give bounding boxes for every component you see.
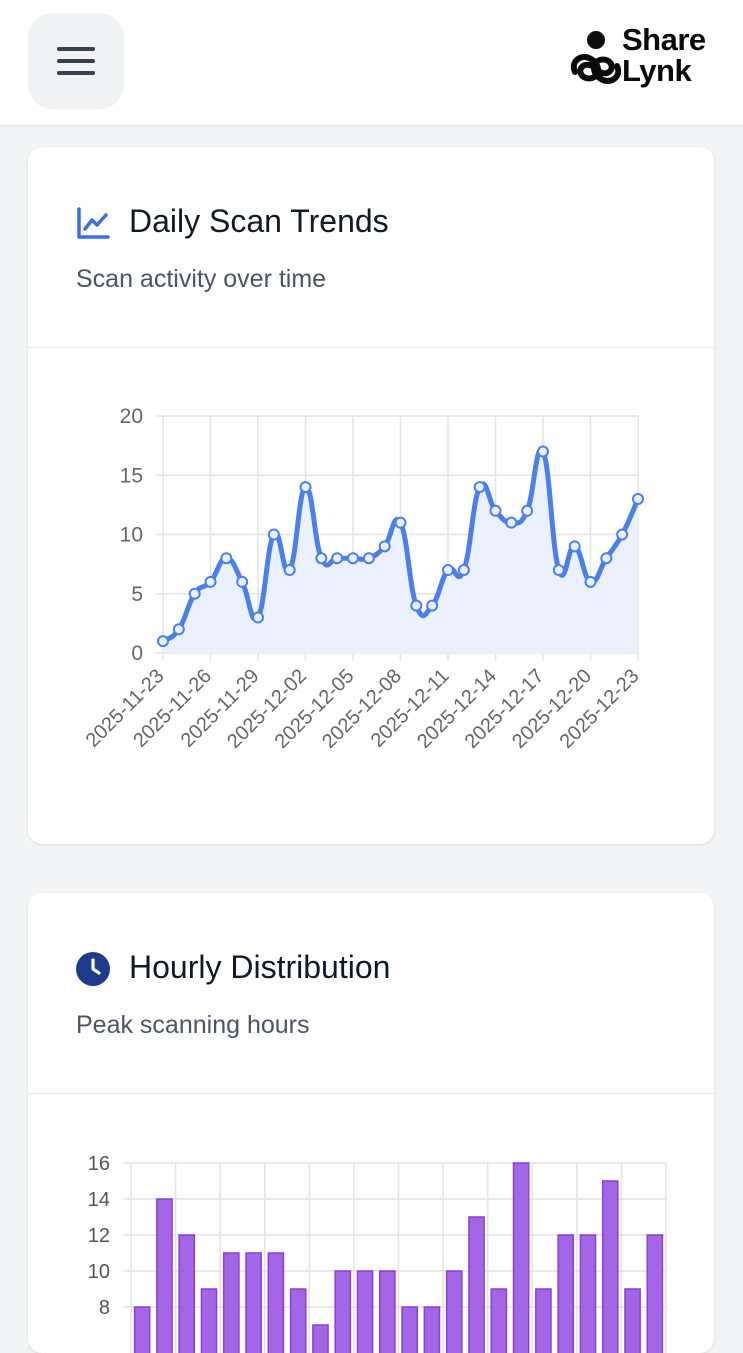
- data-point: [188, 587, 201, 600]
- y-tick-label: 12: [88, 1225, 110, 1247]
- area-fill: [163, 449, 638, 653]
- y-tick-label: 10: [88, 1261, 110, 1283]
- bar: [557, 1234, 575, 1353]
- y-tick-label: 8: [99, 1297, 110, 1319]
- data-point: [568, 540, 581, 553]
- data-point: [616, 528, 629, 541]
- bar: [646, 1234, 664, 1353]
- y-tick-label: 20: [120, 405, 143, 428]
- bar: [512, 1162, 530, 1353]
- data-point: [172, 623, 185, 636]
- data-point: [347, 552, 359, 565]
- card-title: Hourly Distribution: [129, 949, 391, 985]
- data-point: [252, 611, 264, 624]
- daily-scan-trends-card: Daily Scan Trends Scan activity over tim…: [28, 147, 714, 844]
- card-header: Hourly Distribution Peak scanning hours: [28, 893, 714, 1094]
- bar: [267, 1252, 285, 1353]
- data-point: [552, 564, 565, 577]
- sharelynk-logo[interactable]: Share Lynk: [566, 24, 726, 96]
- hamburger-menu-icon: [57, 47, 95, 75]
- data-point: [331, 552, 344, 565]
- data-point: [378, 540, 391, 553]
- logo-line-1: Share: [622, 22, 706, 57]
- bar: [445, 1270, 463, 1353]
- line-chart-icon: [77, 207, 110, 239]
- logo-mark-icon: [570, 31, 622, 85]
- bar: [356, 1270, 374, 1353]
- card-subtitle: Scan activity over time: [76, 265, 327, 293]
- top-bar: Share Lynk: [0, 0, 743, 126]
- bar: [222, 1252, 240, 1353]
- menu-button[interactable]: [28, 13, 124, 109]
- data-point: [204, 575, 217, 588]
- y-tick-label: 0: [131, 642, 143, 665]
- data-point: [537, 445, 549, 458]
- data-point: [299, 481, 312, 494]
- bar: [601, 1180, 619, 1353]
- bar: [334, 1270, 352, 1353]
- data-point: [157, 635, 169, 648]
- bar: [379, 1270, 396, 1353]
- data-point: [410, 599, 423, 612]
- y-tick-label: 10: [120, 524, 143, 547]
- data-point: [220, 552, 233, 565]
- data-point: [457, 564, 470, 577]
- clock-icon: [76, 952, 110, 986]
- bar: [245, 1252, 262, 1353]
- bar: [490, 1288, 508, 1353]
- hourly-bar-chart: 8 10 12 14 16: [88, 1153, 667, 1353]
- data-point: [394, 516, 407, 529]
- bar: [200, 1288, 218, 1353]
- bar: [401, 1306, 418, 1353]
- data-point: [442, 564, 454, 577]
- card-subtitle: Peak scanning hours: [76, 1011, 310, 1039]
- data-point: [473, 481, 486, 494]
- data-point: [267, 528, 280, 541]
- data-point: [283, 564, 296, 577]
- data-point: [521, 504, 534, 517]
- bar: [156, 1198, 173, 1353]
- y-tick-label: 16: [88, 1153, 110, 1175]
- bar: [579, 1234, 597, 1353]
- daily-scan-line-chart: 051015202025-11-232025-11-262025-11-2920…: [82, 405, 644, 753]
- bar: [624, 1288, 641, 1353]
- card-header: Daily Scan Trends Scan activity over tim…: [28, 147, 714, 348]
- bar: [312, 1324, 329, 1353]
- bar: [289, 1288, 307, 1353]
- data-point: [600, 552, 613, 565]
- bar: [423, 1306, 441, 1353]
- logo-line-2: Lynk: [622, 53, 692, 88]
- bar: [178, 1234, 196, 1353]
- bar: [133, 1306, 151, 1353]
- data-point: [315, 552, 328, 565]
- y-tick-label: 14: [88, 1189, 110, 1211]
- data-point: [632, 492, 644, 505]
- data-point: [584, 575, 597, 588]
- hourly-distribution-card: Hourly Distribution Peak scanning hours …: [28, 893, 714, 1353]
- data-point: [362, 552, 375, 565]
- y-tick-label: 5: [131, 583, 143, 606]
- bar: [535, 1288, 552, 1353]
- data-point: [489, 504, 502, 517]
- y-tick-label: 15: [120, 464, 143, 487]
- data-point: [505, 516, 518, 529]
- data-point: [236, 575, 249, 588]
- data-point: [426, 599, 439, 612]
- bar: [468, 1216, 485, 1353]
- logo-text: Share Lynk: [622, 24, 706, 86]
- card-title: Daily Scan Trends: [129, 203, 389, 239]
